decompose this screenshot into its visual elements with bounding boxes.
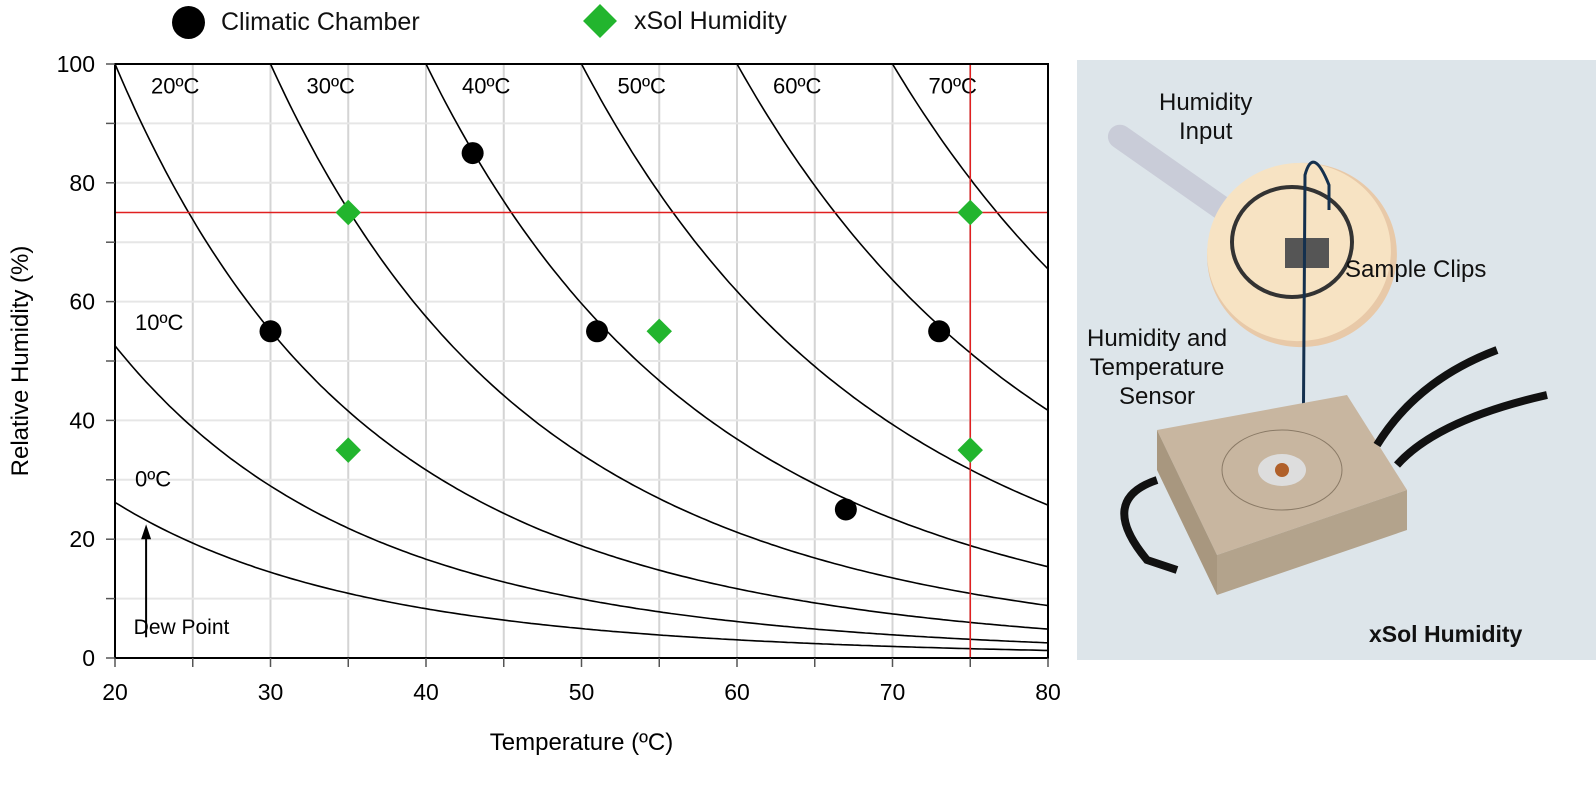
xsol-humidity-point <box>335 437 361 463</box>
label-sample-clips: Sample Clips <box>1345 256 1487 283</box>
xsol-humidity-illustration: Humidity Input Sample Clips Humidity and T… <box>1077 60 1596 660</box>
dew-point-curve <box>736 63 1049 411</box>
label-humidity-input: Humidity Input <box>1159 89 1253 145</box>
legend-label: xSol Humidity <box>634 6 787 35</box>
x-tick-label: 20 <box>102 679 128 705</box>
stage-block <box>1120 346 1548 595</box>
xsol-humidity-point <box>335 199 361 226</box>
x-tick-label: 60 <box>724 679 750 705</box>
dew-point-curve <box>114 501 1048 652</box>
dew-point-label: 20ºC <box>151 74 200 99</box>
x-tick-label: 30 <box>258 679 284 705</box>
legend-item-xsol-humidity: xSol Humidity <box>583 4 787 39</box>
climatic-chamber-point <box>586 320 609 343</box>
y-tick-label: 20 <box>69 526 95 552</box>
y-tick-label: 40 <box>69 407 95 433</box>
sample-holder-disk <box>1207 162 1397 348</box>
label-sensor: Humidity and Temperature Sensor <box>1087 325 1228 410</box>
dew-point-label: 40ºC <box>462 74 511 99</box>
dew-point-label: 70ºC <box>929 74 978 99</box>
climatic-chamber-point <box>834 498 857 521</box>
circle-marker-icon <box>172 6 205 39</box>
xsol-humidity-point <box>957 437 983 463</box>
legend-item-climatic-chamber: Climatic Chamber <box>172 6 420 39</box>
y-tick-label: 80 <box>69 170 95 196</box>
dew-point-annotation: Dew Point <box>134 616 230 639</box>
xsol-humidity-point <box>646 318 672 345</box>
label-product: xSol Humidity <box>1369 621 1523 647</box>
dew-point-curve <box>269 63 1049 607</box>
xsol-humidity-point <box>957 199 983 226</box>
legend-label: Climatic Chamber <box>221 8 420 36</box>
x-tick-label: 70 <box>880 679 906 705</box>
x-tick-label: 50 <box>569 679 595 705</box>
diamond-marker-icon <box>583 4 617 39</box>
x-axis-label: Temperature (ºC) <box>490 729 673 756</box>
climatic-chamber-point <box>259 320 282 343</box>
dew-point-label: 10ºC <box>135 310 184 335</box>
dew-point-curve <box>425 63 1049 568</box>
climatic-chamber-point <box>928 320 951 343</box>
dew-point-label: 0ºC <box>135 466 171 491</box>
dew-point-curve <box>114 345 1049 644</box>
arrow-head-icon <box>141 524 152 540</box>
device-drawing <box>1107 124 1548 595</box>
y-tick-label: 0 <box>82 645 95 671</box>
y-tick-label: 100 <box>57 51 95 77</box>
humidity-chart: 0ºC 10ºC 20ºC 30ºC 40ºC 50ºC 60ºC 70ºC Dew Point… <box>7 51 1061 756</box>
humidity-input-tube <box>1107 124 1236 221</box>
dew-point-label: 30ºC <box>307 74 356 99</box>
y-axis-label: Relative Humidity (%) <box>7 246 34 477</box>
dew-point-label: 50ºC <box>618 74 667 99</box>
y-tick-label: 60 <box>69 289 95 315</box>
dew-point-label: 60ºC <box>773 74 822 99</box>
x-tick-label: 80 <box>1035 679 1061 705</box>
x-tick-label: 40 <box>413 679 439 705</box>
climatic-chamber-point <box>461 142 484 165</box>
